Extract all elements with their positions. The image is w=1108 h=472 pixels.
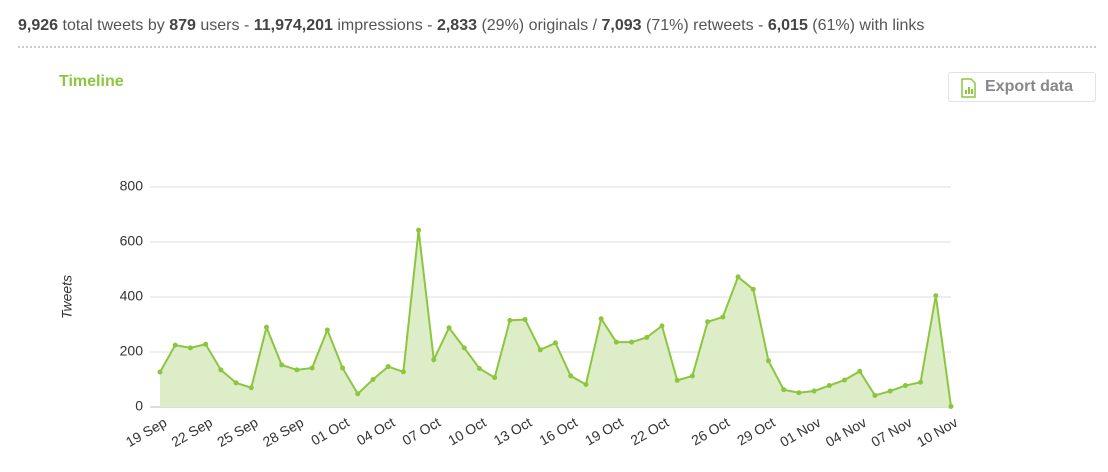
point [857, 368, 863, 374]
summary-part: 6,015 [767, 17, 808, 34]
point [750, 286, 756, 292]
x-tick-label: 13 Oct [491, 414, 535, 449]
point [918, 379, 924, 385]
x-tick-label: 07 Nov [868, 414, 914, 450]
y-tick-label: 600 [120, 233, 144, 249]
x-tick-label: 04 Nov [823, 414, 869, 450]
point [674, 377, 680, 383]
summary-part: impressions - [332, 17, 437, 34]
x-tick-label: 19 Sep [123, 414, 170, 450]
summary-part: users - [195, 17, 254, 34]
point [522, 317, 528, 323]
point [553, 340, 558, 346]
point [340, 365, 346, 371]
point [537, 347, 543, 353]
x-tick-label: 01 Oct [308, 414, 352, 449]
point [796, 390, 802, 396]
y-tick-label: 400 [120, 288, 144, 304]
point [644, 334, 650, 340]
point [416, 227, 422, 233]
point [476, 366, 482, 371]
x-tick-label: 28 Sep [260, 414, 307, 450]
point [629, 339, 635, 345]
area [160, 230, 951, 407]
point [446, 325, 452, 331]
point [705, 319, 711, 325]
y-axis-label: Tweets [59, 275, 75, 319]
point [933, 293, 939, 299]
summary-part: 7,093 [601, 17, 642, 34]
x-tick-label: 22 Oct [628, 414, 672, 449]
point [583, 381, 589, 387]
point [248, 385, 254, 391]
point [948, 403, 954, 409]
y-tick-label: 800 [120, 178, 144, 194]
point [218, 367, 224, 373]
point [765, 358, 771, 364]
point [507, 317, 513, 323]
point [385, 364, 391, 370]
x-tick-label: 10 Nov [914, 414, 960, 450]
x-tick-label: 22 Sep [169, 414, 216, 450]
point [157, 369, 163, 375]
export-label[interactable]: Export data [985, 78, 1074, 95]
x-tick-label: 04 Oct [354, 414, 398, 449]
point [720, 314, 726, 320]
point [400, 369, 406, 375]
point [279, 362, 285, 368]
point [187, 345, 193, 351]
x-tick-label: 07 Oct [399, 414, 443, 449]
point [233, 380, 239, 386]
point [492, 375, 498, 381]
x-tick-label: 29 Oct [734, 414, 778, 449]
y-tick-label: 0 [135, 398, 143, 414]
point [811, 388, 817, 394]
x-tick-label: 26 Oct [688, 414, 732, 449]
point [735, 274, 741, 280]
point [431, 357, 437, 363]
point [887, 388, 893, 394]
x-tick-label: 25 Sep [214, 414, 261, 450]
point [842, 377, 848, 383]
point [172, 342, 178, 348]
export-icon [961, 78, 976, 98]
export-button[interactable]: Export data [948, 72, 1096, 102]
point [659, 323, 665, 329]
x-tick-label: 16 Oct [536, 414, 580, 449]
y-tick-label: 200 [120, 343, 144, 359]
point [613, 339, 619, 345]
x-tick-label: 10 Oct [445, 414, 489, 449]
point [781, 387, 787, 393]
point [355, 391, 361, 397]
point [203, 341, 209, 347]
summary-part: 879 [169, 17, 196, 34]
point [294, 367, 300, 373]
point [370, 377, 376, 382]
summary-part: 9,926 [18, 17, 59, 34]
point [324, 327, 330, 333]
point [689, 373, 695, 379]
point [598, 316, 604, 322]
x-tick-label: 19 Oct [582, 414, 626, 449]
point [263, 324, 269, 330]
chart-title: Timeline [59, 73, 124, 90]
point [902, 383, 908, 389]
summary-part: total tweets by [58, 17, 170, 34]
summary-part: 11,974,201 [253, 17, 333, 34]
summary-part: (71%) retweets - [641, 17, 768, 34]
point [568, 373, 574, 379]
separator [18, 46, 1096, 48]
point [872, 392, 878, 398]
point [826, 383, 832, 389]
summary-part: (29%) originals / [477, 17, 602, 34]
line [159, 230, 952, 407]
summary: 9,926 total tweets by 879 users - 11,974… [18, 17, 924, 35]
point [461, 345, 467, 351]
x-tick-label: 01 Nov [777, 414, 823, 450]
summary-part: 2,833 [436, 17, 477, 34]
point [309, 365, 315, 371]
summary-part: (61%) with links [807, 17, 925, 34]
